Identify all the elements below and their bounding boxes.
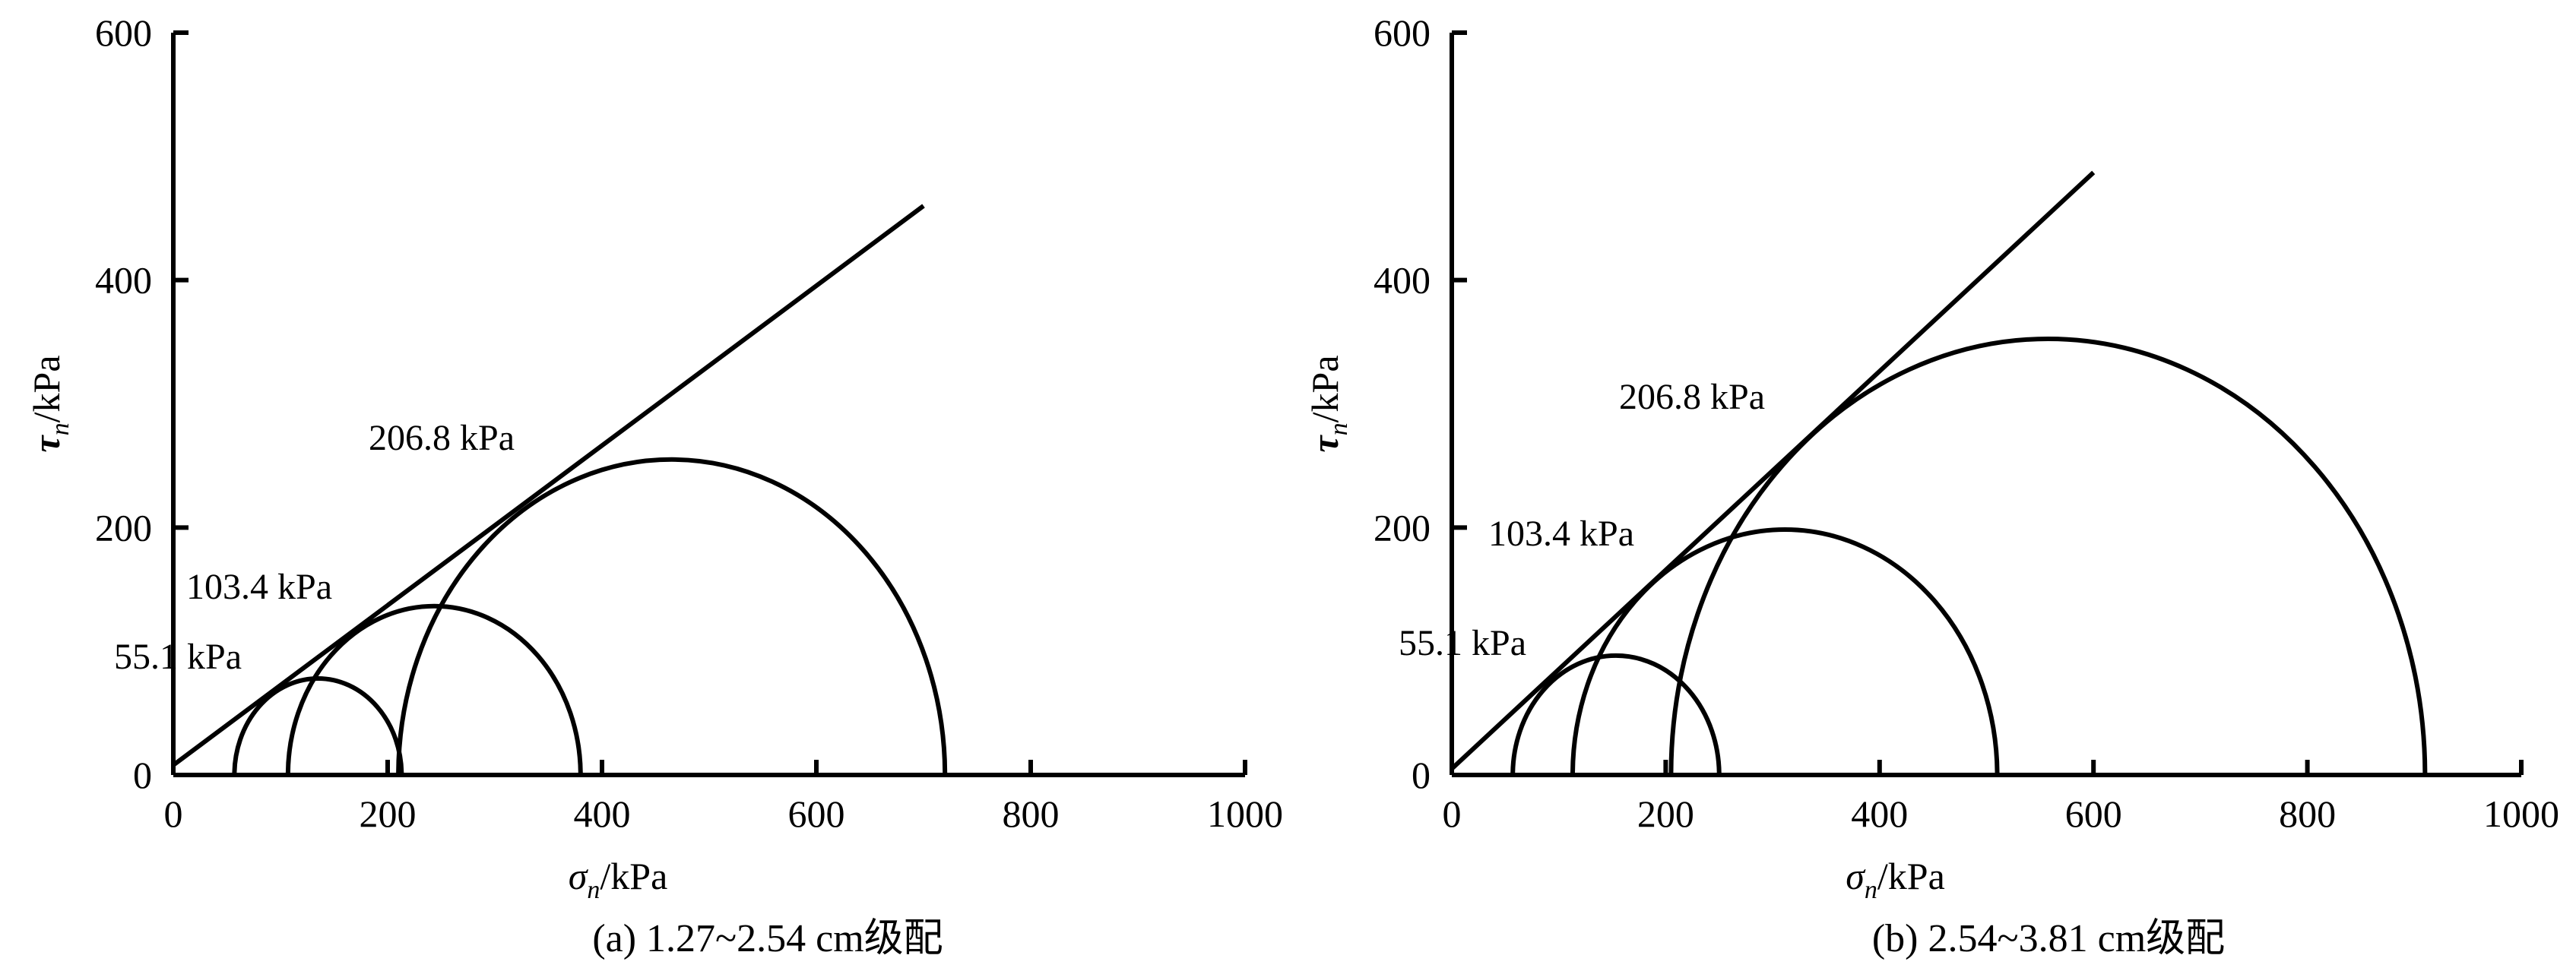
confining-pressure-label: 206.8 kPa xyxy=(1619,377,1765,417)
y-axis-label: τn/kPa xyxy=(1304,355,1353,452)
mohr-circle xyxy=(1510,653,1722,776)
confining-pressure-label: 206.8 kPa xyxy=(369,418,515,458)
chart-a: 0 200 400 600 800 1000 0 200 400 600 σn/kPa τn/kPa 5… xyxy=(25,11,1283,960)
x-tick-label: 800 xyxy=(2279,792,2336,835)
failure-envelope-line xyxy=(172,204,925,767)
mohr-circle xyxy=(285,603,583,776)
x-tick-label: 1000 xyxy=(2483,792,2559,835)
y-tick-label: 400 xyxy=(1374,259,1431,302)
mohr-circle xyxy=(396,457,948,776)
y-tick-label: 0 xyxy=(1412,754,1431,796)
x-tick-label: 0 xyxy=(1443,792,1462,835)
mohr-circle xyxy=(1570,527,2000,776)
x-tick-label: 600 xyxy=(2065,792,2122,835)
y-tick-label: 400 xyxy=(95,259,152,302)
x-axis-label: σn/kPa xyxy=(1846,855,1945,904)
x-tick-label: 800 xyxy=(1003,792,1060,835)
failure-envelope-line xyxy=(1450,170,2096,771)
confining-pressure-label: 103.4 kPa xyxy=(1488,514,1634,554)
x-tick-label: 600 xyxy=(788,792,845,835)
y-tick-label: 0 xyxy=(133,754,152,796)
x-tick-label: 0 xyxy=(164,792,183,835)
x-tick-label: 400 xyxy=(1851,792,1908,835)
confining-pressure-label: 103.4 kPa xyxy=(186,567,332,607)
confining-pressure-label: 55.1 kPa xyxy=(1399,623,1526,663)
mohr-circle xyxy=(232,676,404,776)
subfigure-caption: (b) 2.54~3.81 cm级配 xyxy=(1872,917,2225,960)
y-tick-label: 600 xyxy=(95,11,152,54)
y-tick-label: 200 xyxy=(1374,506,1431,549)
x-tick-label: 400 xyxy=(574,792,631,835)
x-tick-label: 200 xyxy=(360,792,417,835)
subfigure-caption: (a) 1.27~2.54 cm级配 xyxy=(592,917,943,960)
x-axis-label: σn/kPa xyxy=(569,855,668,904)
x-tick-label: 200 xyxy=(1637,792,1694,835)
confining-pressure-label: 55.1 kPa xyxy=(114,637,242,677)
y-tick-label: 600 xyxy=(1374,11,1431,54)
x-tick-label: 1000 xyxy=(1207,792,1283,835)
mohr-circle xyxy=(1671,339,2425,775)
y-axis-label: τn/kPa xyxy=(25,355,74,452)
chart-b: 0 200 400 600 800 1000 0 200 400 600 σn/kPa τn/kPa 5… xyxy=(1304,11,2559,960)
y-tick-label: 200 xyxy=(95,506,152,549)
